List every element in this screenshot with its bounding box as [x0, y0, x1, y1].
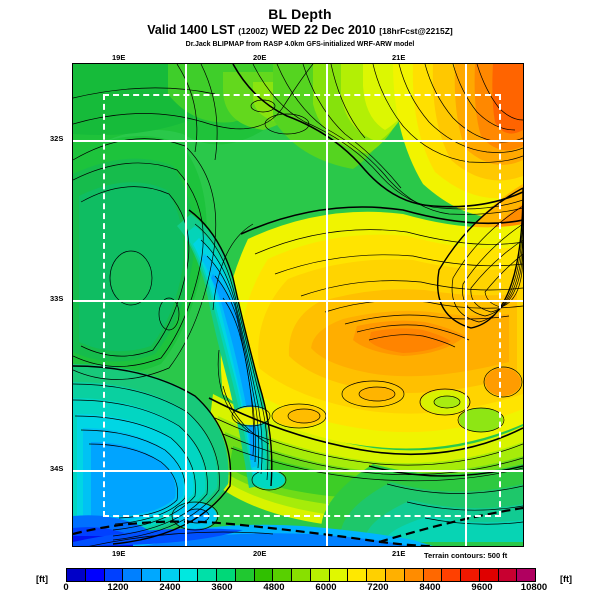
- valid-day: WED 22 Dec 2010: [271, 23, 376, 37]
- lat-tick-left-1: 33S: [50, 294, 64, 303]
- valid-time-line: Valid 1400 LST (1200Z) WED 22 Dec 2010 […: [0, 23, 600, 39]
- colorbar-swatch-7: [198, 569, 218, 581]
- colorbar-label-1200: 1200: [107, 582, 129, 593]
- valid-time-local: Valid 1400 LST: [147, 23, 235, 37]
- page-title: BL Depth: [268, 6, 332, 22]
- lon-tick-top-0: 19E: [112, 53, 126, 62]
- colorbar-swatch-3: [123, 569, 143, 581]
- forecast-tag: [18hrFcst@2215Z]: [379, 26, 453, 36]
- colorbar-unit-left: [ft]: [36, 574, 48, 584]
- bl-depth-map[interactable]: [72, 63, 524, 547]
- graticule-lon-20e: [326, 64, 328, 546]
- colorbar-swatch-22: [479, 569, 499, 581]
- colorbar-swatch-1: [85, 569, 105, 581]
- colorbar-swatch-17: [386, 569, 405, 581]
- colorbar: [ft] [ft] 0 1200 2400 3600 4800 6000 7200 8400 9…: [0, 566, 600, 600]
- colorbar-swatch-18: [404, 569, 424, 581]
- model-credit: Dr.Jack BLIPMAP from RASP 4.0km GFS-init…: [185, 41, 415, 48]
- colorbar-label-9600: 9600: [471, 582, 493, 593]
- colorbar-swatch-13: [310, 569, 330, 581]
- colorbar-swatches: [66, 568, 536, 582]
- colorbar-swatch-4: [142, 569, 161, 581]
- lat-tick-left-2: 34S: [50, 464, 64, 473]
- lon-tick-top-1: 20E: [253, 53, 267, 62]
- colorbar-tick-labels: 0 1200 2400 3600 4800 6000 7200 8400 9600 10800: [63, 582, 547, 596]
- colorbar-swatch-9: [235, 569, 255, 581]
- colorbar-swatch-21: [461, 569, 480, 581]
- colorbar-swatch-11: [273, 569, 293, 581]
- lon-tick-bottom-1: 20E: [253, 549, 267, 558]
- chart-header: BL Depth Valid 1400 LST (1200Z) WED 22 D…: [0, 6, 600, 50]
- graticule-lat-33s: [73, 300, 523, 302]
- lon-tick-bottom-0: 19E: [112, 549, 126, 558]
- valid-time-utc: (1200Z): [238, 26, 269, 36]
- colorbar-swatch-24: [517, 569, 536, 581]
- colorbar-swatch-0: [67, 569, 86, 581]
- colorbar-swatch-2: [104, 569, 124, 581]
- colorbar-swatch-16: [367, 569, 387, 581]
- colorbar-swatch-10: [254, 569, 274, 581]
- lon-tick-bottom-2: 21E: [392, 549, 406, 558]
- colorbar-label-10800: 10800: [520, 582, 548, 593]
- colorbar-label-6000: 6000: [315, 582, 337, 593]
- colorbar-swatch-15: [348, 569, 368, 581]
- colorbar-swatch-12: [292, 569, 311, 581]
- lon-tick-top-2: 21E: [392, 53, 406, 62]
- colorbar-swatch-6: [179, 569, 199, 581]
- colorbar-swatch-5: [160, 569, 180, 581]
- colorbar-label-3600: 3600: [211, 582, 233, 593]
- bl-depth-filled-contours: [73, 64, 523, 546]
- colorbar-swatch-14: [329, 569, 349, 581]
- model-domain-boundary: [103, 94, 501, 517]
- colorbar-swatch-20: [442, 569, 462, 581]
- terrain-contour-note: Terrain contours: 500 ft: [424, 551, 508, 560]
- colorbar-label-2400: 2400: [159, 582, 181, 593]
- colorbar-label-0: 0: [63, 582, 69, 593]
- graticule-lat-34s: [73, 470, 523, 472]
- graticule-lon-21e: [465, 64, 467, 546]
- colorbar-swatch-19: [423, 569, 443, 581]
- colorbar-swatch-8: [217, 569, 236, 581]
- colorbar-label-4800: 4800: [263, 582, 285, 593]
- lat-tick-left-0: 32S: [50, 134, 64, 143]
- colorbar-swatch-23: [498, 569, 518, 581]
- colorbar-unit-right: [ft]: [560, 574, 572, 584]
- colorbar-label-8400: 8400: [419, 582, 441, 593]
- graticule-lon-19e: [185, 64, 187, 546]
- colorbar-label-7200: 7200: [367, 582, 389, 593]
- graticule-lat-32s: [73, 140, 523, 142]
